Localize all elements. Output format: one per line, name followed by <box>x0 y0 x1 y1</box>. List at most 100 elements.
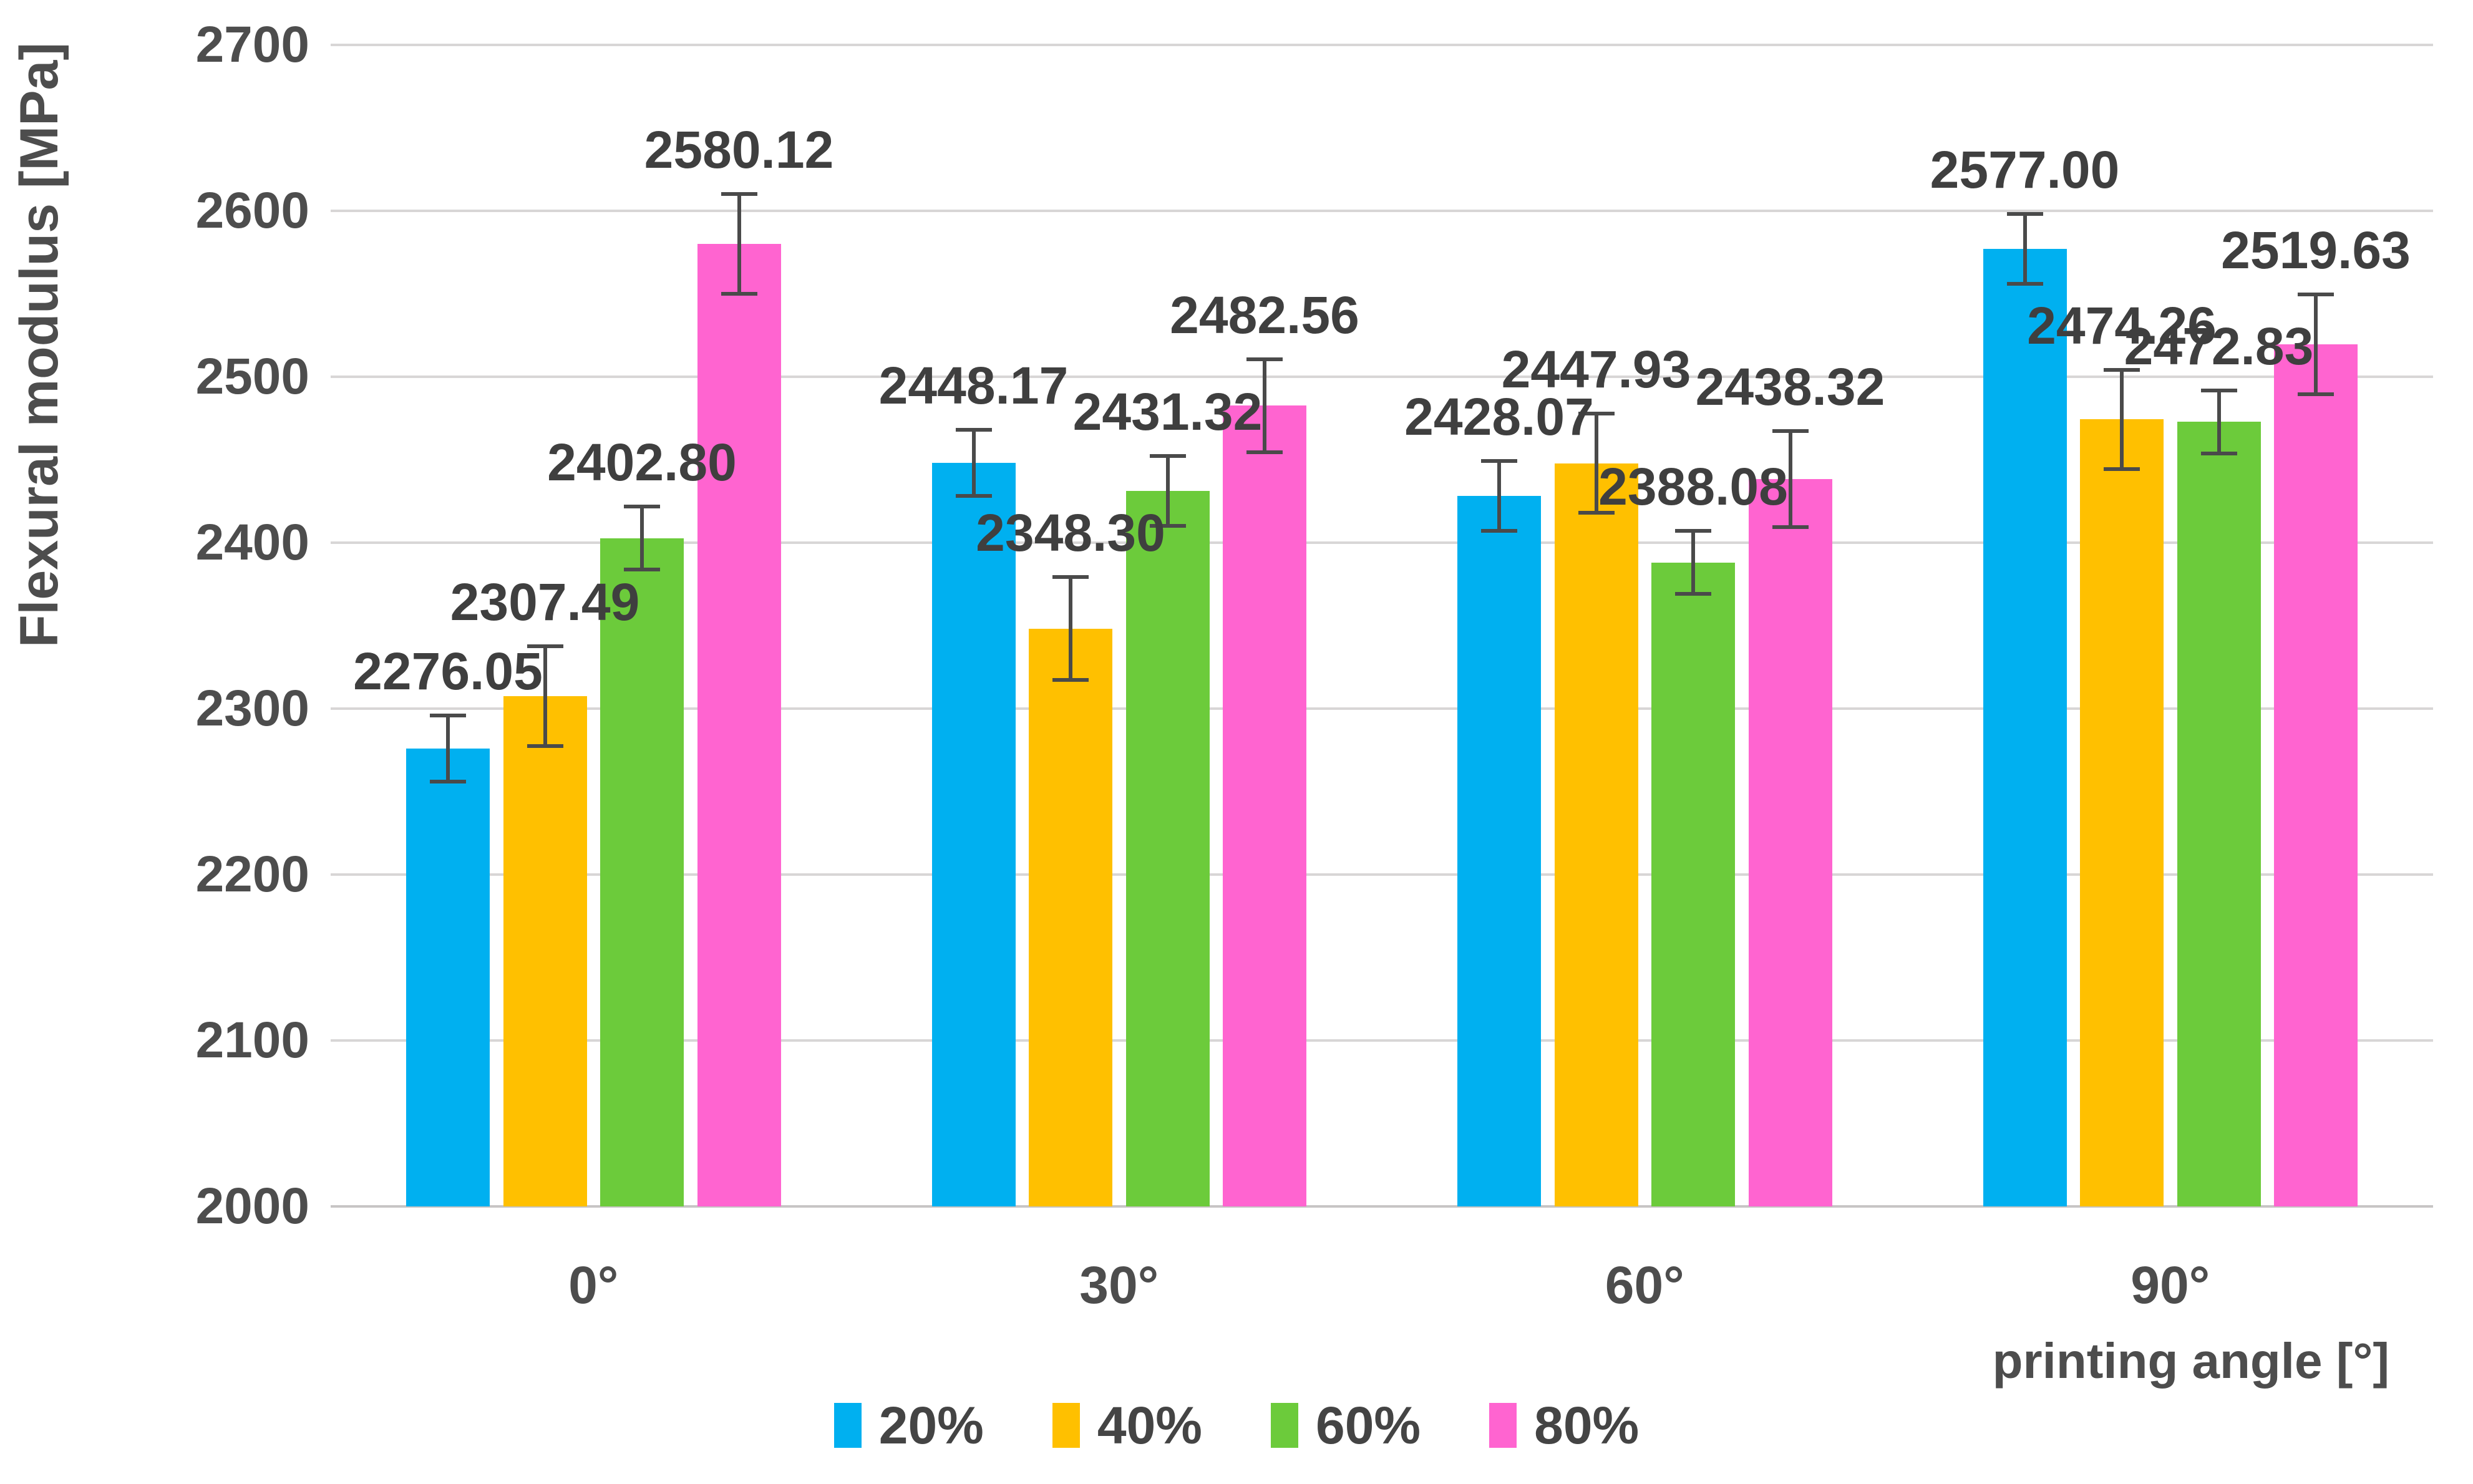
legend-swatch <box>1489 1403 1517 1448</box>
legend-item-40%: 40% <box>1052 1397 1202 1453</box>
bar-80%-0° <box>697 243 781 1206</box>
bar-40%-30° <box>1029 628 1112 1206</box>
error-bar-cap <box>955 427 992 432</box>
x-tick-label: 0° <box>568 1256 619 1314</box>
y-tick-label: 2700 <box>195 16 309 73</box>
value-label: 2482.56 <box>1170 285 1359 344</box>
value-label: 2402.80 <box>547 433 737 492</box>
value-label: 2276.05 <box>353 641 543 701</box>
error-bar-cap <box>955 494 992 498</box>
error-bar <box>1788 430 1792 528</box>
error-bar <box>543 646 547 746</box>
legend-item-20%: 20% <box>833 1397 984 1453</box>
error-bar-cap <box>2200 451 2237 455</box>
legend-label: 40% <box>1097 1396 1202 1455</box>
value-label: 2307.49 <box>450 573 640 632</box>
legend-swatch <box>833 1403 862 1448</box>
gridline <box>331 44 2433 46</box>
bar-60%-60° <box>1651 562 1735 1206</box>
error-bar-cap <box>1578 411 1615 415</box>
error-bar <box>2023 214 2027 284</box>
bar-80%-60° <box>1748 479 1832 1206</box>
value-label: 2431.32 <box>1072 382 1263 441</box>
error-bar-cap <box>624 568 660 572</box>
error-bar-cap <box>1578 511 1615 515</box>
y-tick-label: 2300 <box>195 680 309 737</box>
legend-item-60%: 60% <box>1271 1397 1421 1453</box>
error-bar-cap <box>721 291 757 296</box>
x-axis-title: printing angle [°] <box>1992 1333 2389 1389</box>
error-bar-cap <box>430 713 466 717</box>
error-bar <box>446 715 450 782</box>
bar-80%-30° <box>1223 405 1306 1206</box>
bar-40%-0° <box>503 696 587 1206</box>
value-label: 2438.32 <box>1695 357 1885 416</box>
value-label: 2472.83 <box>2124 316 2314 376</box>
legend-label: 60% <box>1316 1396 1421 1455</box>
error-bar <box>1691 531 1695 594</box>
error-bar <box>737 194 741 294</box>
legend: 20% 40% 60% 80% <box>0 1397 2473 1453</box>
value-label: 2577.00 <box>1930 140 2120 200</box>
error-bar-cap <box>721 192 757 196</box>
value-label: 2428.07 <box>1404 387 1594 447</box>
error-bar-cap <box>1675 592 1711 596</box>
value-label: 2519.63 <box>2221 220 2411 279</box>
bar-40%-90° <box>2080 419 2164 1206</box>
gridline <box>331 541 2433 544</box>
error-bar-cap <box>2006 282 2043 286</box>
value-label: 2580.12 <box>644 120 834 180</box>
gridline <box>331 210 2433 212</box>
error-bar-cap <box>624 505 660 508</box>
error-bar <box>1594 413 1598 513</box>
y-tick-label: 2600 <box>195 182 309 239</box>
y-tick-label: 2100 <box>195 1012 309 1069</box>
legend-swatch <box>1271 1403 1298 1448</box>
bar-20%-30° <box>931 462 1016 1206</box>
error-bar-cap <box>2006 212 2043 216</box>
error-bar-cap <box>2104 467 2140 472</box>
bar-60%-90° <box>2177 422 2261 1206</box>
plot-area: 2276.05 2307.49 2402.80 2580.12 2448.17 2348.… <box>331 44 2433 1208</box>
gridline <box>331 707 2433 710</box>
value-label: 2474.26 <box>2027 296 2217 355</box>
gridline <box>331 376 2433 378</box>
bar-60%-0° <box>600 538 684 1206</box>
value-label: 2447.93 <box>1501 339 1691 399</box>
error-bar-cap <box>430 779 466 783</box>
error-bar <box>1263 359 1266 452</box>
error-bar <box>2217 390 2221 453</box>
error-bar-cap <box>1052 575 1089 580</box>
x-tick-label: 30° <box>1079 1256 1159 1314</box>
value-label: 2448.17 <box>878 356 1069 415</box>
y-tick-label: 2400 <box>195 514 309 571</box>
error-bar-cap <box>2298 292 2334 296</box>
error-bar-cap <box>2298 392 2334 396</box>
y-tick-label: 2200 <box>195 846 309 903</box>
error-bar-cap <box>1481 459 1517 463</box>
error-bar-cap <box>527 744 563 748</box>
x-tick-label: 90° <box>2130 1256 2210 1314</box>
value-label: 2348.30 <box>976 503 1165 563</box>
error-bar-cap <box>1149 453 1186 458</box>
legend-label: 80% <box>1534 1396 1640 1455</box>
bar-20%-60° <box>1457 496 1541 1206</box>
gridline <box>331 1039 2433 1042</box>
error-bar <box>640 507 644 570</box>
x-axis-line <box>331 1205 2433 1208</box>
error-bar <box>1069 577 1072 680</box>
bar-20%-90° <box>1983 249 2067 1206</box>
gridline <box>331 873 2433 876</box>
error-bar-cap <box>1481 529 1517 533</box>
error-bar <box>1497 461 1501 531</box>
bar-20%-0° <box>406 748 490 1206</box>
error-bar-cap <box>2104 367 2140 372</box>
error-bar-cap <box>2200 388 2237 392</box>
bar-40%-60° <box>1554 463 1638 1206</box>
bar-80%-90° <box>2274 344 2358 1206</box>
error-bar-cap <box>1772 429 1809 433</box>
error-bar <box>971 429 976 497</box>
y-axis-title: Flexural modulus [MPa] <box>9 42 69 647</box>
error-bar-cap <box>1772 525 1809 530</box>
